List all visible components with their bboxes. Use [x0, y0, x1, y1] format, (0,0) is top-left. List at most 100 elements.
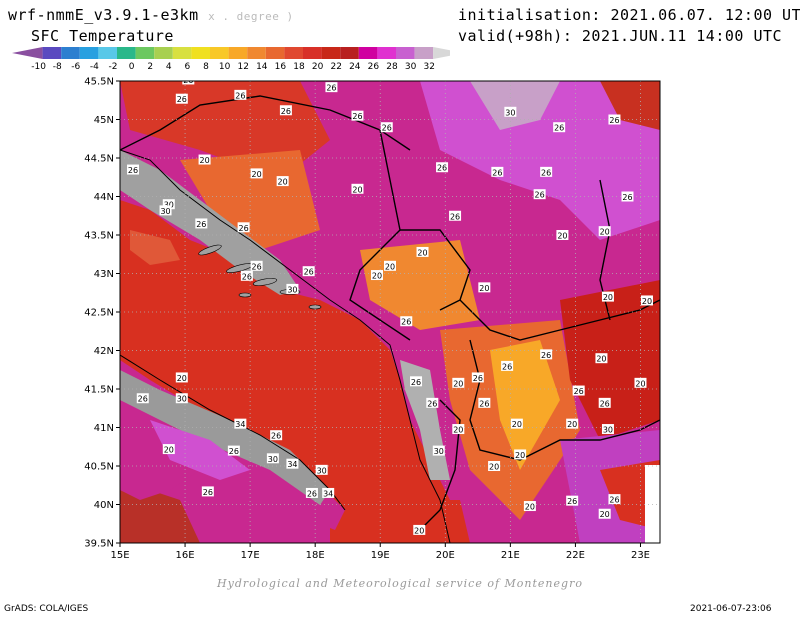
svg-text:30: 30 [603, 426, 613, 435]
timestamp: 2021-06-07-23:06 [690, 604, 772, 614]
svg-text:20: 20 [600, 228, 610, 237]
contour-label: 26 [351, 110, 364, 121]
contour-label: 30 [159, 205, 172, 216]
svg-text:26: 26 [437, 164, 447, 173]
border-macedonia-greece [469, 339, 660, 461]
contour-label: 20 [175, 372, 188, 383]
colorbar-segment [98, 47, 117, 59]
svg-text:26: 26 [473, 374, 483, 383]
svg-text:20: 20 [479, 284, 489, 293]
contour-label: 26 [182, 76, 195, 85]
lat-tick-label: 42N [94, 346, 114, 357]
italy-gray-coast [120, 370, 330, 505]
contour-label: 26 [621, 191, 634, 202]
svg-text:30: 30 [317, 466, 327, 475]
svg-text:20: 20 [600, 510, 610, 519]
svg-text:20: 20 [252, 170, 262, 179]
lat-tick-label: 41N [94, 423, 114, 434]
contour-label: 30 [315, 464, 328, 475]
adriatic-sea [120, 200, 460, 543]
svg-text:26: 26 [622, 193, 632, 202]
lat-tick-label: 44N [94, 192, 114, 203]
contour-label: 20 [250, 168, 263, 179]
contour-label: 26 [598, 397, 611, 408]
svg-text:26: 26 [401, 318, 411, 327]
colorbar-tick-label: 4 [166, 62, 172, 72]
contour-label: 20 [556, 230, 569, 241]
lon-tick-label: 20E [436, 550, 455, 561]
lat-tick-label: 43.5N [84, 231, 114, 242]
land-warm-ne [600, 81, 660, 130]
contour-label: 26 [608, 494, 621, 505]
colorbar-tick-label: -6 [71, 62, 80, 72]
lon-tick-label: 17E [241, 550, 260, 561]
contour-label: 20 [416, 246, 429, 257]
contour-label: 26 [540, 349, 553, 360]
contour-label: 26 [175, 93, 188, 104]
svg-text:26: 26 [609, 496, 619, 505]
land-orange-dinaric [180, 150, 320, 250]
contour-label: 30 [266, 453, 279, 464]
colorbar-segment [210, 47, 229, 59]
contour-label: 34 [286, 458, 299, 469]
contour-label: 26 [491, 166, 504, 177]
lat-tick-label: 43N [94, 269, 114, 280]
lat-tick-label: 45N [94, 115, 114, 126]
lat-tick-label: 41.5N [84, 385, 114, 396]
contour-label: 34 [234, 418, 247, 429]
svg-text:26: 26 [183, 76, 193, 85]
colorbar-tick-label: 26 [368, 62, 380, 72]
colorbar-segment [396, 47, 415, 59]
contour-label: 26 [270, 430, 283, 441]
colorbar-segment [79, 47, 99, 59]
land-red-east [560, 280, 660, 440]
contour-label: 26 [201, 486, 214, 497]
colorbar-segment [228, 47, 248, 59]
contour-label: 26 [302, 266, 315, 277]
svg-text:26: 26 [281, 107, 291, 116]
contour-label: 26 [553, 122, 566, 133]
svg-text:26: 26 [177, 95, 187, 104]
land-yellow-south [490, 340, 560, 470]
contour-label: 26 [136, 393, 149, 404]
lat-lon-grid [120, 81, 660, 543]
colorbar-segment [358, 47, 378, 59]
svg-text:26: 26 [307, 489, 317, 498]
contour-label: 26 [279, 105, 292, 116]
colorbar-tick-label: 32 [423, 62, 434, 72]
svg-text:26: 26 [567, 497, 577, 506]
lon-tick-label: 16E [176, 550, 195, 561]
lat-tick-label: 45.5N [84, 77, 114, 88]
colorbar-segment [135, 47, 155, 59]
lon-tick-label: 21E [501, 550, 520, 561]
land-light-n [470, 81, 560, 130]
svg-text:30: 30 [287, 285, 297, 294]
colorbar-tick-label: 6 [185, 62, 191, 72]
colorbar-tick-label: 28 [386, 62, 398, 72]
colorbar-tick-label: 2 [147, 62, 153, 72]
contour-label: 26 [540, 166, 553, 177]
svg-text:26: 26 [252, 262, 262, 271]
contour-label: 26 [471, 372, 484, 383]
svg-text:26: 26 [382, 124, 392, 133]
svg-text:26: 26 [574, 387, 584, 396]
contour-label: 20 [384, 260, 396, 271]
colorbar-segment [414, 47, 434, 59]
colorbar-tick-label: -8 [53, 62, 62, 72]
svg-text:26: 26 [128, 166, 138, 175]
svg-text:30: 30 [164, 201, 174, 210]
svg-text:26: 26 [235, 91, 245, 100]
svg-text:30: 30 [177, 395, 187, 404]
contour-label: 30 [504, 106, 517, 117]
italy-violet [150, 420, 250, 480]
colorbar-segment [321, 47, 341, 59]
svg-text:30: 30 [160, 207, 170, 216]
contour-label: 30 [162, 199, 175, 210]
contour-label: 26 [449, 210, 462, 221]
contour-label: 26 [436, 162, 449, 173]
colorbar-tick-label: 8 [203, 62, 209, 72]
contour-label: 30 [432, 445, 445, 456]
svg-text:26: 26 [271, 432, 281, 441]
svg-text:20: 20 [635, 379, 645, 388]
svg-text:20: 20 [525, 503, 535, 512]
